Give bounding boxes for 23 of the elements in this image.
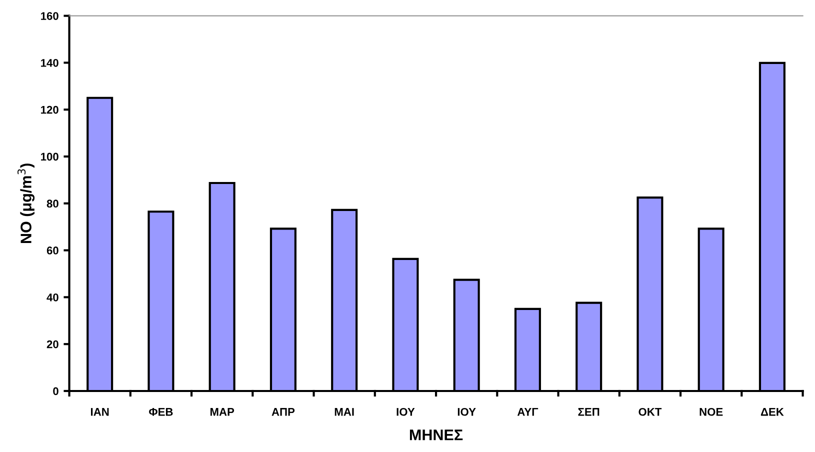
x-tick-label: ΜΑΡ: [210, 408, 234, 416]
x-tick-label: ΜΑΙ: [334, 408, 354, 416]
x-tick-label: ΙΟΥ: [396, 408, 415, 416]
y-tick-label: 20: [46, 340, 58, 348]
x-axis-title: ΜΗΝΕΣ: [410, 430, 463, 440]
x-tick-label: ΟΚΤ: [638, 408, 662, 416]
x-tick-label: ΑΥΓ: [517, 408, 538, 416]
x-tick-label: ΑΠΡ: [272, 408, 295, 416]
x-tick-label: ΣΕΠ: [578, 408, 600, 416]
y-tick-label: 140: [41, 58, 58, 67]
y-tick-label: 80: [46, 200, 58, 208]
x-tick-label: ΦΕΒ: [149, 408, 173, 416]
y-tick-label: 160: [41, 12, 58, 20]
y-axis-title: NO (μg/m$^{3}$): [18, 164, 35, 244]
x-tick-label: ΙΑΝ: [91, 408, 109, 416]
x-tick-label: ΝΟΕ: [700, 408, 723, 416]
x-tick-label: ΙΟΥ: [458, 408, 476, 416]
y-tick-label: 120: [41, 106, 58, 114]
x-tick-label: ΔΕΚ: [760, 408, 784, 416]
y-tick-label: 100: [41, 152, 58, 161]
y-tick-label: 40: [46, 293, 58, 302]
y-tick-label: 0: [53, 387, 58, 396]
y-tick-label: 60: [46, 246, 58, 254]
